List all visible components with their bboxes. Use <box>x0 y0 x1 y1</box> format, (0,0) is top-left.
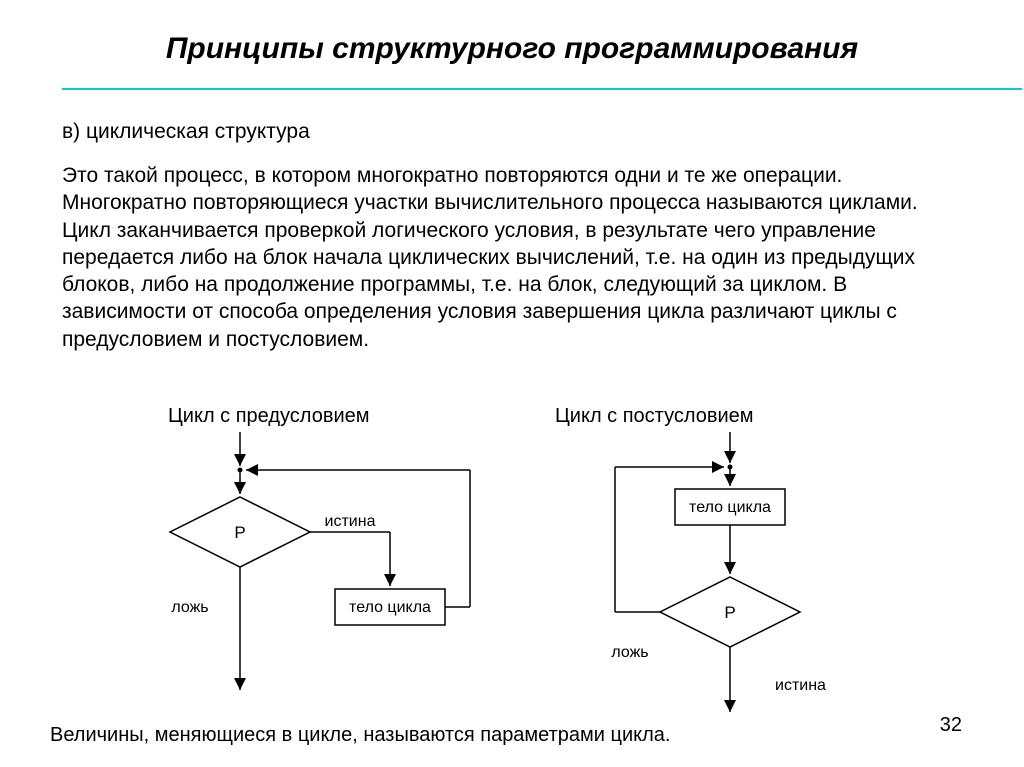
flowchart-precondition: P истина тело цикла ложь <box>120 432 490 712</box>
label-true: истина <box>325 513 376 530</box>
flow-right-title: Цикл с постусловием <box>555 405 754 428</box>
footer-text: Величины, меняющиеся в цикле, называются… <box>50 724 670 747</box>
label-false: ложь <box>611 644 648 661</box>
flow-right-svg: тело цикла P ложь истина <box>570 432 910 732</box>
junction-dot <box>238 468 243 473</box>
flow-left-svg: P истина тело цикла ложь <box>120 432 490 712</box>
page-title: Принципы структурного программирования <box>0 32 1024 66</box>
label-true: истина <box>775 677 826 694</box>
body-label: тело цикла <box>689 499 771 516</box>
page-number: 32 <box>940 714 962 737</box>
body-paragraph: Это такой процесс, в котором многократно… <box>62 162 962 353</box>
flow-left-title: Цикл с предусловием <box>168 405 370 428</box>
title-divider <box>62 88 1022 90</box>
flowchart-postcondition: тело цикла P ложь истина <box>570 432 910 732</box>
decision-label: P <box>724 603 735 622</box>
decision-label: P <box>234 523 245 542</box>
label-false: ложь <box>171 599 208 616</box>
subtitle: в) циклическая структура <box>62 120 310 144</box>
junction-dot <box>728 465 733 470</box>
body-label: тело цикла <box>349 599 431 616</box>
